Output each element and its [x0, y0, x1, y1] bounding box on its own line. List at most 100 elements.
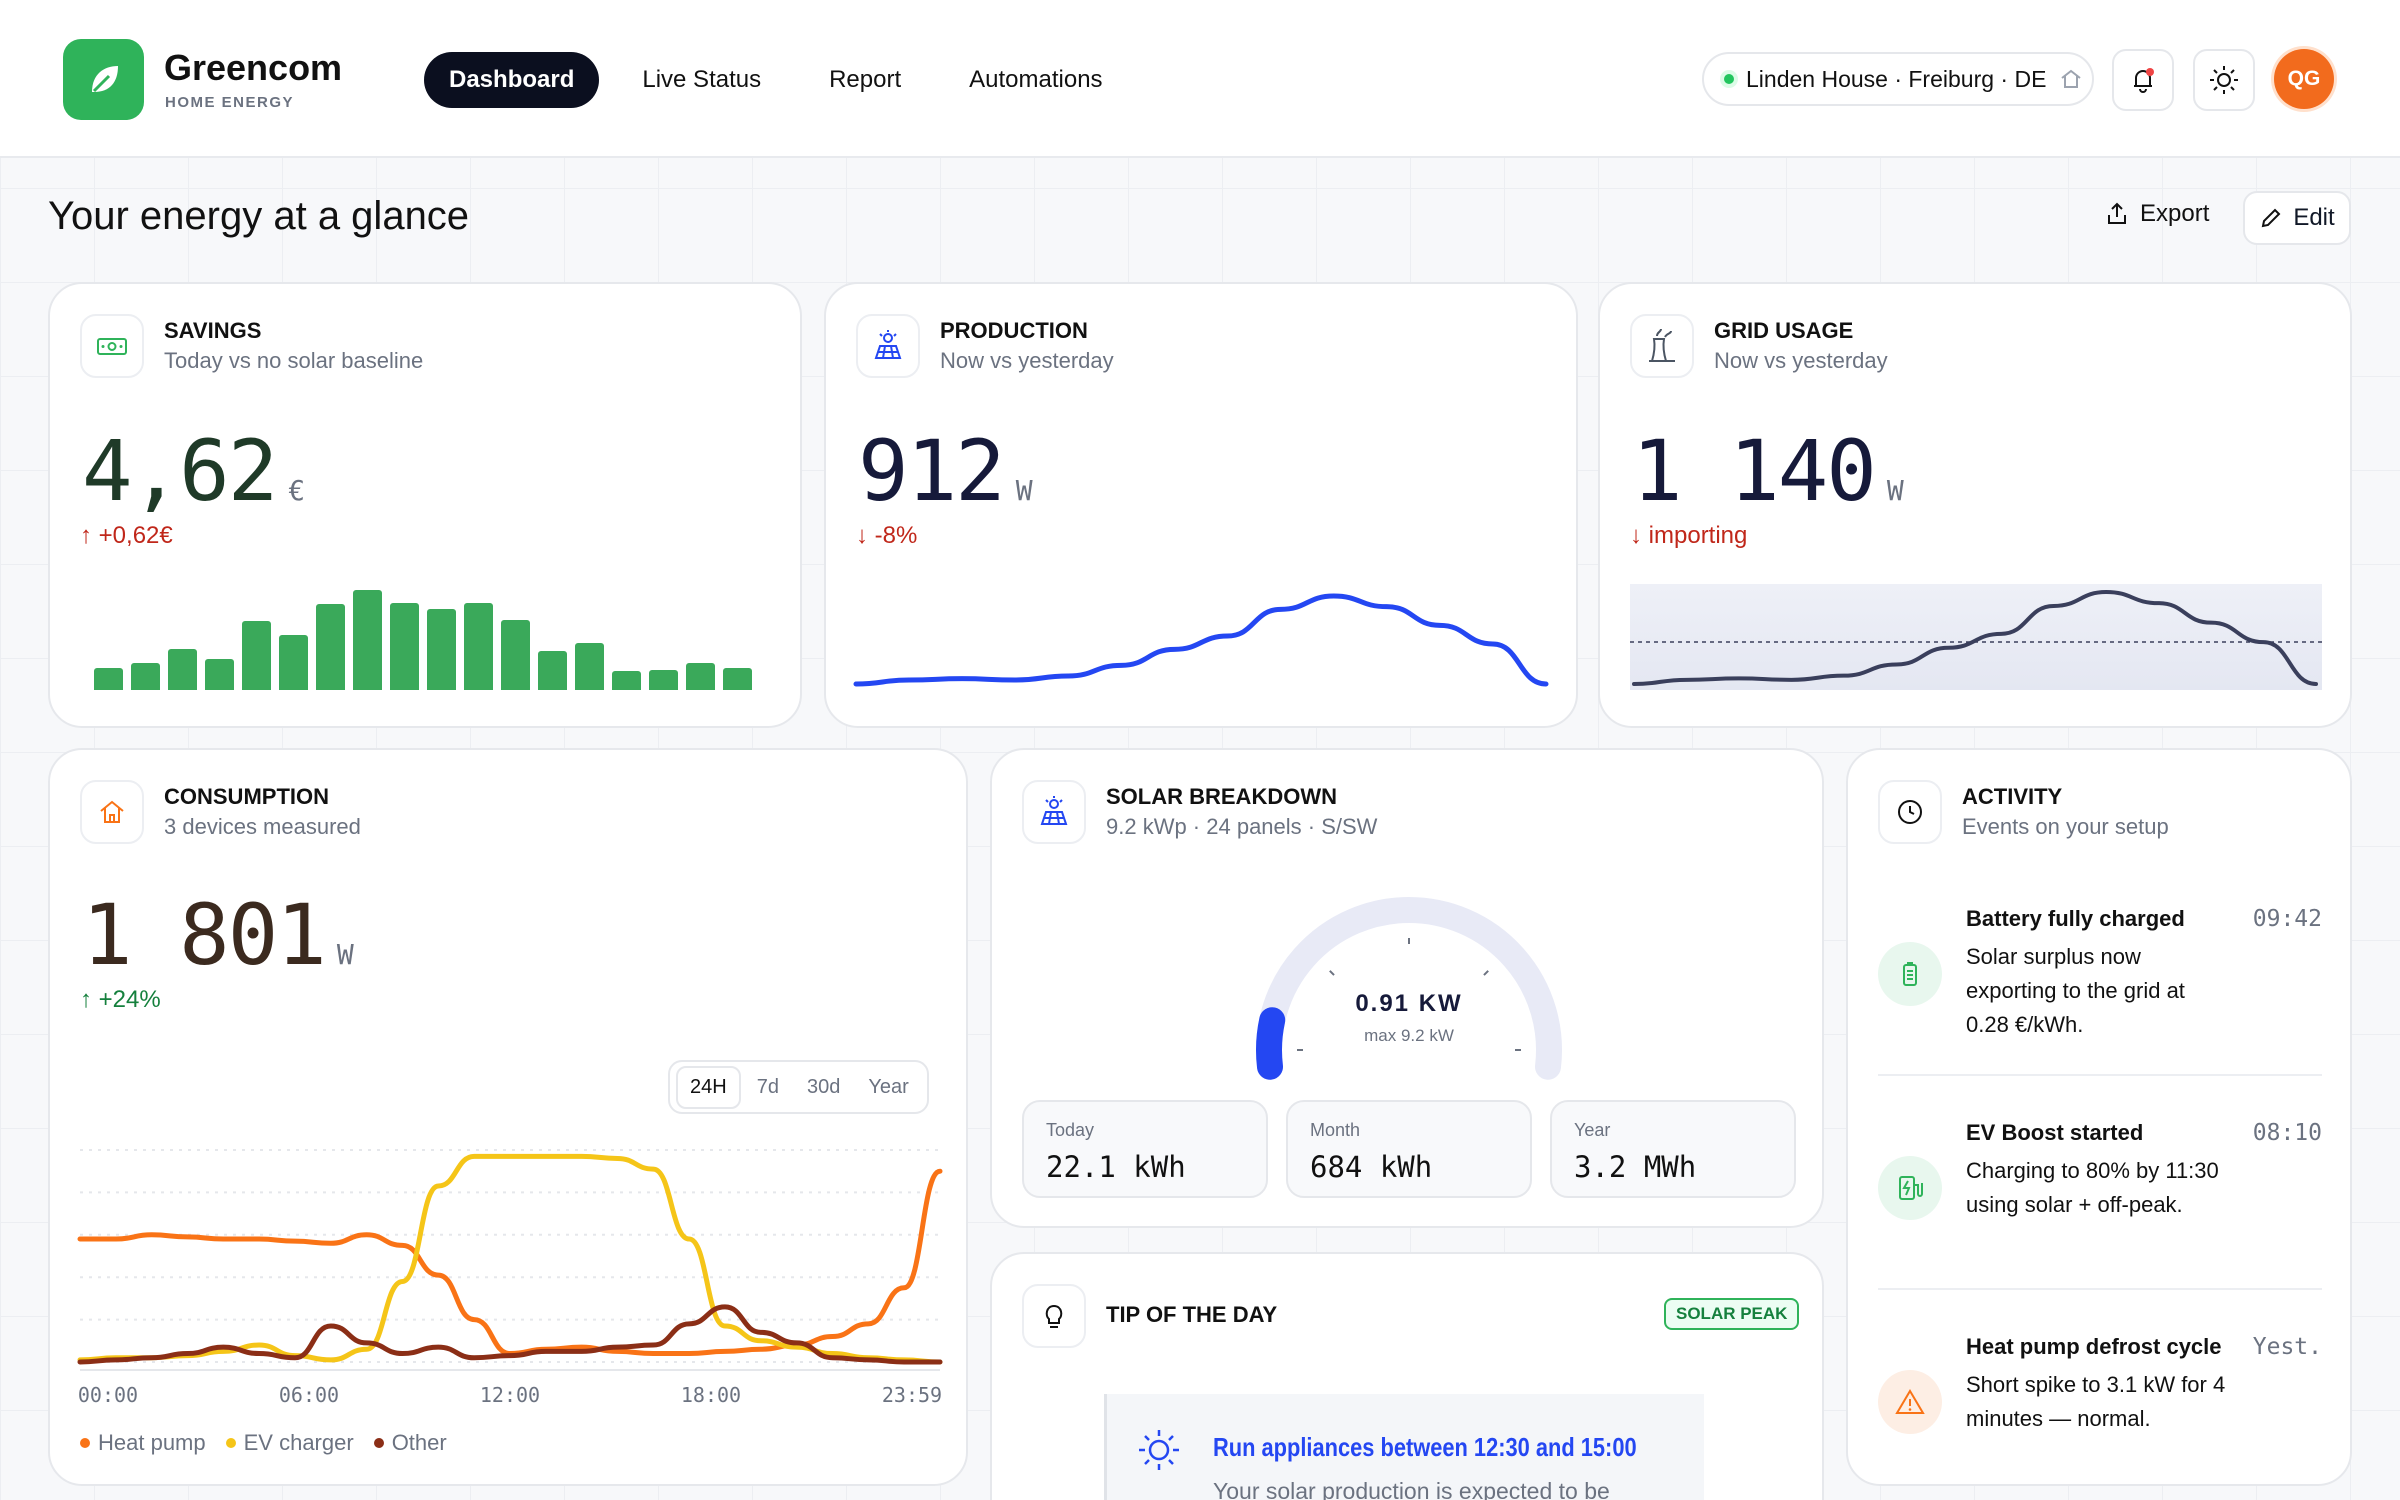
legend-heat-pump: Heat pump — [80, 1430, 206, 1456]
series-line-ev-charger — [77, 1153, 943, 1365]
home-icon-wrap — [80, 780, 144, 844]
tip-title: TIP OF THE DAY — [1106, 1302, 1278, 1327]
savings-subtitle: Today vs no solar baseline — [164, 348, 424, 373]
activity-item-title: Battery fully charged — [1966, 906, 2185, 931]
export-label: Export — [2140, 200, 2210, 227]
stat-today-label: Today — [1046, 1120, 1095, 1140]
savings-bar — [353, 590, 382, 690]
savings-bar — [279, 635, 308, 690]
savings-bar — [501, 619, 530, 690]
consumption-unit: W — [336, 938, 354, 971]
savings-bar — [427, 608, 456, 690]
solar-breakdown-card: SOLAR BREAKDOWN 9.2 kWp · 24 panels · S/… — [990, 748, 1824, 1228]
tab-30d[interactable]: 30d — [806, 1075, 841, 1098]
production-series-line — [853, 593, 1549, 687]
solar-peak-badge: SOLAR PEAK — [1664, 1298, 1800, 1330]
consumption-delta: ↑ +24% — [80, 986, 161, 1013]
divider — [1878, 1074, 2322, 1076]
grid-delta: ↓ importing — [1630, 522, 1748, 549]
main-nav: Dashboard Live Status Report Automations — [424, 52, 1128, 108]
nav-dashboard[interactable]: Dashboard — [424, 52, 600, 108]
lightbulb-icon — [1045, 1304, 1063, 1328]
savings-bar — [94, 668, 123, 690]
activity-item-desc: Solar surplus now exporting to the grid … — [1966, 944, 2185, 1037]
consumption-value: 1 801 W — [82, 886, 354, 984]
theme-toggle-button[interactable] — [2193, 49, 2255, 111]
savings-bar — [464, 602, 493, 690]
bulb-icon-wrap — [1022, 1284, 1086, 1348]
stat-month-value: 684 kWh — [1310, 1150, 1433, 1184]
savings-value: 4,62 € — [82, 422, 306, 520]
export-button[interactable]: Export — [2104, 200, 2209, 228]
nav-report[interactable]: Report — [829, 66, 902, 93]
ev-charger-icon — [1878, 1156, 1942, 1220]
online-status-dot — [1724, 74, 1734, 84]
consumption-card: CONSUMPTION 3 devices measured 1 801 W ↑ … — [48, 748, 968, 1486]
savings-bar — [168, 649, 197, 690]
savings-unit: € — [288, 474, 306, 507]
solar-icon-wrap — [1022, 780, 1086, 844]
tip-body: Your solar production is expected to be — [1213, 1478, 1610, 1500]
savings-bar — [205, 658, 234, 690]
activity-subtitle: Events on your setup — [1962, 814, 2169, 839]
series-line-other — [77, 1304, 943, 1365]
tip-content: Run appliances between 12:30 and 15:00 Y… — [1104, 1394, 1704, 1500]
gauge-max: max 9.2 kW — [1364, 1026, 1454, 1045]
location-label: Linden House · Freiburg · DE — [1746, 65, 2047, 92]
nav-automations[interactable]: Automations — [969, 66, 1103, 93]
brand-subtitle: HOME ENERGY — [165, 94, 295, 111]
x-tick-label: 06:00 — [279, 1383, 339, 1407]
production-unit: W — [1015, 474, 1033, 507]
savings-bar — [390, 602, 419, 690]
production-title: PRODUCTION — [940, 318, 1088, 343]
gauge-value: 0.91 KW — [1355, 990, 1463, 1017]
grid-title: GRID USAGE — [1714, 318, 1854, 343]
production-subtitle: Now vs yesterday — [940, 348, 1114, 373]
savings-bar — [316, 604, 345, 690]
range-tabs: 24H 7d 30d Year — [668, 1060, 929, 1114]
tab-7d[interactable]: 7d — [756, 1075, 779, 1098]
savings-bar — [131, 663, 160, 690]
nav-live-status[interactable]: Live Status — [642, 66, 762, 93]
activity-item-time: 08:10 — [2252, 1120, 2322, 1146]
power-plant-icon — [1649, 328, 1675, 362]
production-card: PRODUCTION Now vs yesterday 912 W ↓ -8% — [824, 282, 1578, 728]
savings-bar — [723, 668, 752, 690]
grid-area-chart — [1630, 584, 2322, 690]
grid-series-line — [1632, 589, 2318, 686]
production-line-chart — [853, 593, 1549, 687]
gauge-fill — [1256, 1007, 1286, 1080]
stat-year-value: 3.2 MWh — [1574, 1150, 1697, 1184]
consumption-legend: Heat pump EV charger Other — [80, 1430, 447, 1456]
sun-icon — [2210, 66, 2238, 94]
leaf-icon — [91, 65, 118, 92]
notifications-button[interactable] — [2112, 49, 2174, 111]
legend-ev-charger: EV charger — [225, 1430, 354, 1456]
activity-item-desc: Charging to 80% by 11:30 using solar + o… — [1966, 1158, 2219, 1217]
tab-24h[interactable]: 24H — [676, 1065, 741, 1109]
activity-item-time: Yest. — [2252, 1334, 2322, 1360]
edit-button[interactable]: Edit — [2243, 191, 2351, 245]
stat-month: Month 684 kWh — [1286, 1100, 1532, 1198]
gauge-tick — [1483, 970, 1489, 976]
activity-item-desc: Short spike to 3.1 kW for 4 minutes — no… — [1966, 1372, 2226, 1431]
greencom-logo[interactable] — [63, 39, 144, 120]
savings-bar — [538, 650, 567, 690]
grid-background-band — [1630, 584, 2322, 690]
tab-year[interactable]: Year — [868, 1075, 909, 1098]
savings-title: SAVINGS — [164, 318, 262, 343]
home-icon — [2061, 69, 2082, 88]
location-selector[interactable]: Linden House · Freiburg · DE — [1702, 52, 2094, 106]
solar-panel-icon — [1040, 796, 1068, 825]
x-tick-label: 18:00 — [681, 1383, 741, 1407]
savings-bar — [242, 621, 271, 690]
grid-unit: W — [1886, 474, 1904, 507]
activity-item-title: Heat pump defrost cycle — [1966, 1334, 2222, 1359]
consumption-subtitle: 3 devices measured — [164, 814, 361, 839]
user-avatar[interactable]: QG — [2274, 49, 2334, 109]
stat-today: Today 22.1 kWh — [1022, 1100, 1268, 1198]
edit-label: Edit — [2293, 204, 2335, 231]
x-tick-label: 12:00 — [480, 1383, 540, 1407]
stat-today-value: 22.1 kWh — [1046, 1150, 1186, 1184]
consumption-line-chart: 00:00 06:00 12:00 18:00 23:59 — [77, 1149, 943, 1407]
